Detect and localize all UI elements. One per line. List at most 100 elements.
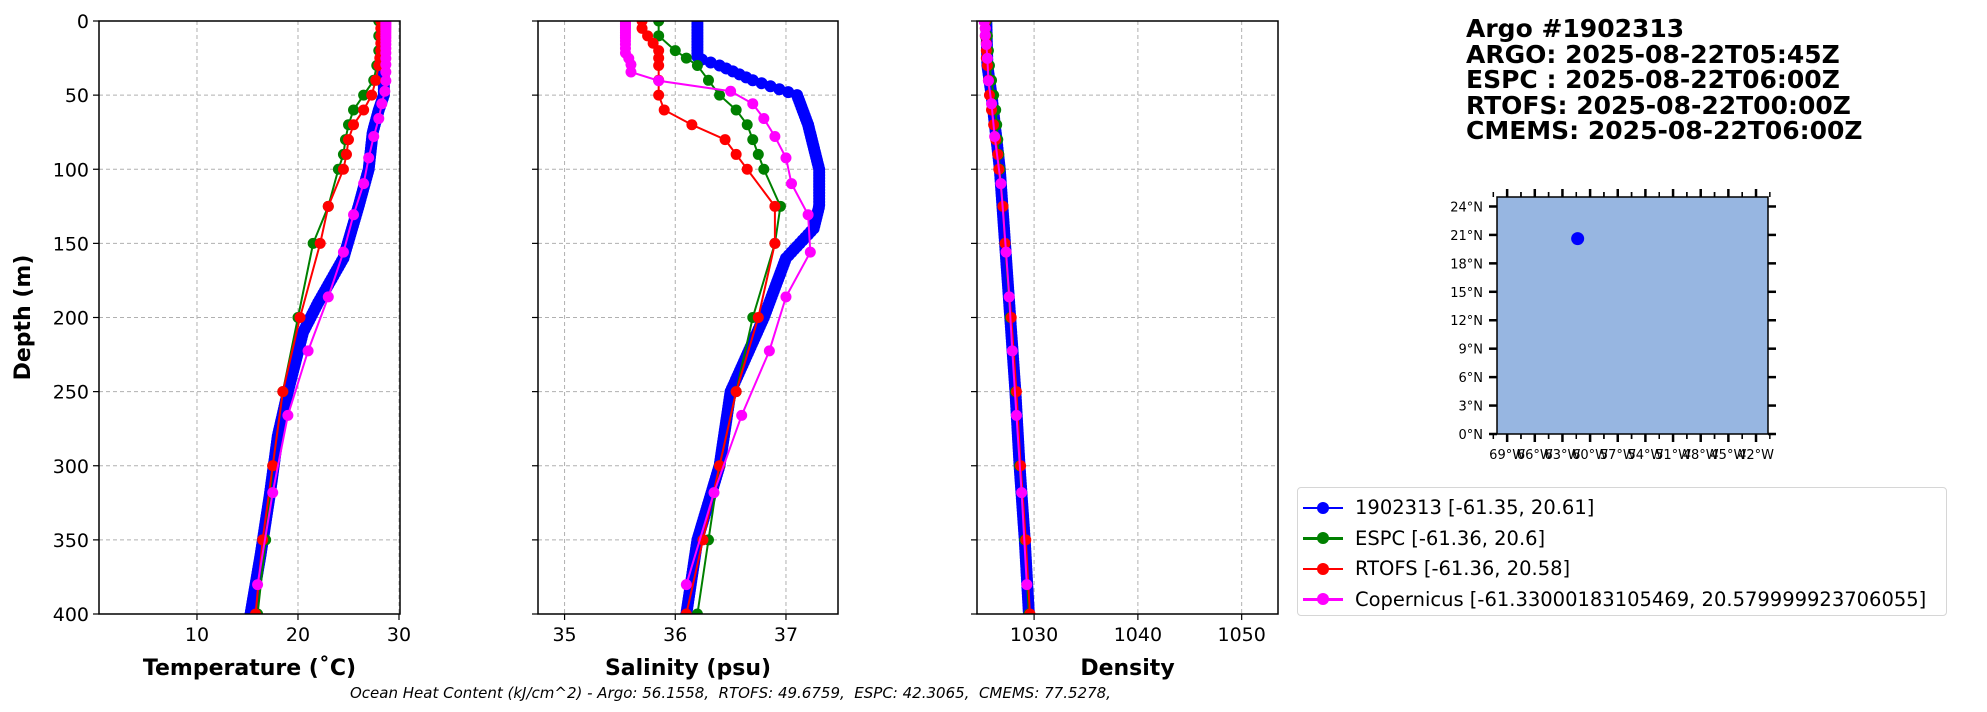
data-point-ESPC xyxy=(358,89,370,101)
y-tick-label: 350 xyxy=(53,530,89,552)
data-point-RTOFS xyxy=(366,89,378,101)
data-point-ESPC xyxy=(730,104,742,116)
data-point-RTOFS xyxy=(719,134,731,146)
legend-item-copernicus: Copernicus [-61.33000183105469, 20.57999… xyxy=(1298,585,1946,615)
data-point-RTOFS xyxy=(1020,534,1032,546)
figure-title: Argo #1902313 ARGO: 2025-08-22T05:45Z ES… xyxy=(1466,16,1863,144)
data-point-RTOFS xyxy=(680,608,692,614)
data-point-Copernicus xyxy=(1010,409,1022,421)
data-point-Copernicus xyxy=(758,113,770,125)
data-point-Copernicus xyxy=(376,98,388,110)
map-x-tick-label: 63°W xyxy=(1544,448,1580,463)
x-tick-label: 1050 xyxy=(1217,624,1265,646)
data-point-RTOFS xyxy=(267,460,279,472)
legend-label: 1902313 [-61.35, 20.61] xyxy=(1355,496,1595,520)
title-line-float: Argo #1902313 xyxy=(1466,14,1685,43)
title-line-espc-time: ESPC : 2025-08-22T06:00Z xyxy=(1466,65,1840,94)
data-point-Copernicus xyxy=(747,98,759,110)
legend-label: RTOFS [-61.36, 20.58] xyxy=(1355,557,1571,581)
data-point-Copernicus xyxy=(736,409,748,421)
data-point-Copernicus xyxy=(379,85,391,97)
ocean xyxy=(1497,197,1768,434)
legend-marker-icon xyxy=(1303,593,1343,606)
data-point-Copernicus xyxy=(995,178,1007,190)
data-point-Copernicus xyxy=(763,345,775,357)
data-point-Copernicus xyxy=(653,75,665,87)
data-point-RTOFS xyxy=(741,163,753,175)
data-point-Copernicus xyxy=(252,579,264,591)
map-y-tick-label: 3°N xyxy=(1459,400,1484,415)
y-tick-label: 50 xyxy=(65,85,89,107)
series-group xyxy=(619,21,826,614)
data-point-Copernicus xyxy=(980,38,992,50)
data-point-Copernicus xyxy=(282,409,294,421)
legend-label: ESPC [-61.36, 20.6] xyxy=(1355,526,1546,550)
y-tick-label: 300 xyxy=(53,456,89,478)
data-point-RTOFS xyxy=(358,104,370,116)
y-tick-label: 150 xyxy=(53,233,89,255)
x-tick-label: 20 xyxy=(286,624,310,646)
argo-float-location xyxy=(1571,232,1585,246)
data-point-ESPC xyxy=(348,104,360,116)
data-point-RTOFS xyxy=(337,163,349,175)
data-point-Copernicus xyxy=(804,246,816,258)
data-point-RTOFS xyxy=(250,608,262,614)
data-point-ESPC xyxy=(702,74,714,86)
data-point-RTOFS xyxy=(769,200,781,212)
legend-label: Copernicus [-61.33000183105469, 20.57999… xyxy=(1355,587,1927,611)
map-x-tick-label: 66°W xyxy=(1517,448,1553,463)
ocean-heat-content-caption: Ocean Heat Content (kJ/cm^2) - Argo: 56.… xyxy=(350,684,1111,702)
data-point-RTOFS xyxy=(752,312,764,323)
data-point-Copernicus xyxy=(986,98,998,110)
data-point-RTOFS xyxy=(348,119,360,131)
data-point-Copernicus xyxy=(780,152,792,164)
legend-item-espc: ESPC [-61.36, 20.6] xyxy=(1298,524,1946,554)
data-point-Copernicus xyxy=(780,291,792,303)
x-tick-label: 36 xyxy=(663,624,687,646)
y-tick-label: 400 xyxy=(53,604,89,626)
data-point-Copernicus xyxy=(1000,246,1012,258)
data-point-Copernicus xyxy=(1003,291,1015,303)
data-point-ESPC xyxy=(714,89,726,101)
panel-density: 1030 1040 1050 Density xyxy=(971,20,1279,681)
data-point-RTOFS xyxy=(658,104,670,116)
legend-marker-icon xyxy=(1303,562,1343,575)
data-point-RTOFS xyxy=(1024,608,1036,614)
data-point-Copernicus xyxy=(322,291,334,303)
data-point-Copernicus xyxy=(363,152,375,164)
data-point-ESPC xyxy=(653,21,665,27)
data-point-Copernicus xyxy=(368,130,380,142)
y-tick-label: 200 xyxy=(53,308,89,330)
map-frame xyxy=(1496,196,1769,435)
map-x-tick-label: 57°W xyxy=(1600,448,1636,463)
map-x-tick-label: 45°W xyxy=(1710,448,1746,463)
data-point-Copernicus xyxy=(267,487,279,499)
series-group xyxy=(978,21,1036,614)
data-point-Copernicus xyxy=(708,487,720,499)
data-point-RTOFS xyxy=(653,89,665,101)
data-point-RTOFS xyxy=(340,148,352,160)
data-point-Copernicus xyxy=(373,113,385,125)
location-map: 69°W66°W63°W60°W57°W54°W51°W48°W45°W42°W… xyxy=(1450,189,1776,463)
map-x-tick-label: 51°W xyxy=(1655,448,1691,463)
data-point-Copernicus xyxy=(769,130,781,142)
data-point-Copernicus xyxy=(380,66,392,78)
data-point-RTOFS xyxy=(342,134,354,146)
data-point-RTOFS xyxy=(1010,386,1022,398)
data-point-Copernicus xyxy=(979,29,991,41)
data-point-Copernicus xyxy=(1006,345,1018,357)
data-point-RTOFS xyxy=(277,386,289,398)
data-point-RTOFS xyxy=(653,59,665,71)
data-point-RTOFS xyxy=(322,200,334,212)
x-axis-label: Salinity (psu) xyxy=(605,656,771,681)
map-x-tick-label: 48°W xyxy=(1683,448,1719,463)
map-y-tick-label: 9°N xyxy=(1459,343,1484,358)
data-point-ESPC xyxy=(752,148,764,160)
data-point-Copernicus xyxy=(302,345,314,357)
map-x-tick-label: 60°W xyxy=(1572,448,1608,463)
map-y-tick-label: 6°N xyxy=(1459,371,1484,386)
data-point-RTOFS xyxy=(730,386,742,398)
x-axis-label: Density xyxy=(1080,656,1174,681)
data-point-Copernicus xyxy=(786,178,798,190)
